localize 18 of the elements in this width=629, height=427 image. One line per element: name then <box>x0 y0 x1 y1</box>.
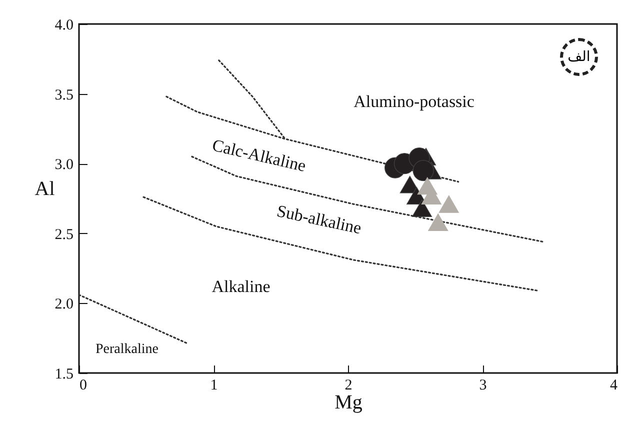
y-tick-label: 2.0 <box>54 296 74 313</box>
x-tick-label: 0 <box>80 378 87 394</box>
y-axis-title: Al <box>34 178 56 200</box>
y-tick-label: 3.0 <box>54 157 74 174</box>
y-tick-label: 4.0 <box>54 18 74 34</box>
annotation: Alkaline <box>212 277 270 296</box>
x-tick-label: 1 <box>210 378 218 394</box>
x-tick-label: 2 <box>344 378 352 394</box>
y-tick-label: 2.5 <box>54 226 74 243</box>
y-tick-label: 1.5 <box>54 366 74 382</box>
x-tick-label: 3 <box>479 378 487 394</box>
annotation: Peralkaline <box>96 342 158 357</box>
circle-outline: الف <box>560 38 598 76</box>
x-axis-title: Mg <box>334 392 362 414</box>
annotation: Sub-alkaline <box>275 201 364 238</box>
annotation: Alumino-potassic <box>354 92 475 111</box>
y-tick-label: 3.5 <box>54 87 74 104</box>
x-tick-label: 4 <box>610 378 618 394</box>
